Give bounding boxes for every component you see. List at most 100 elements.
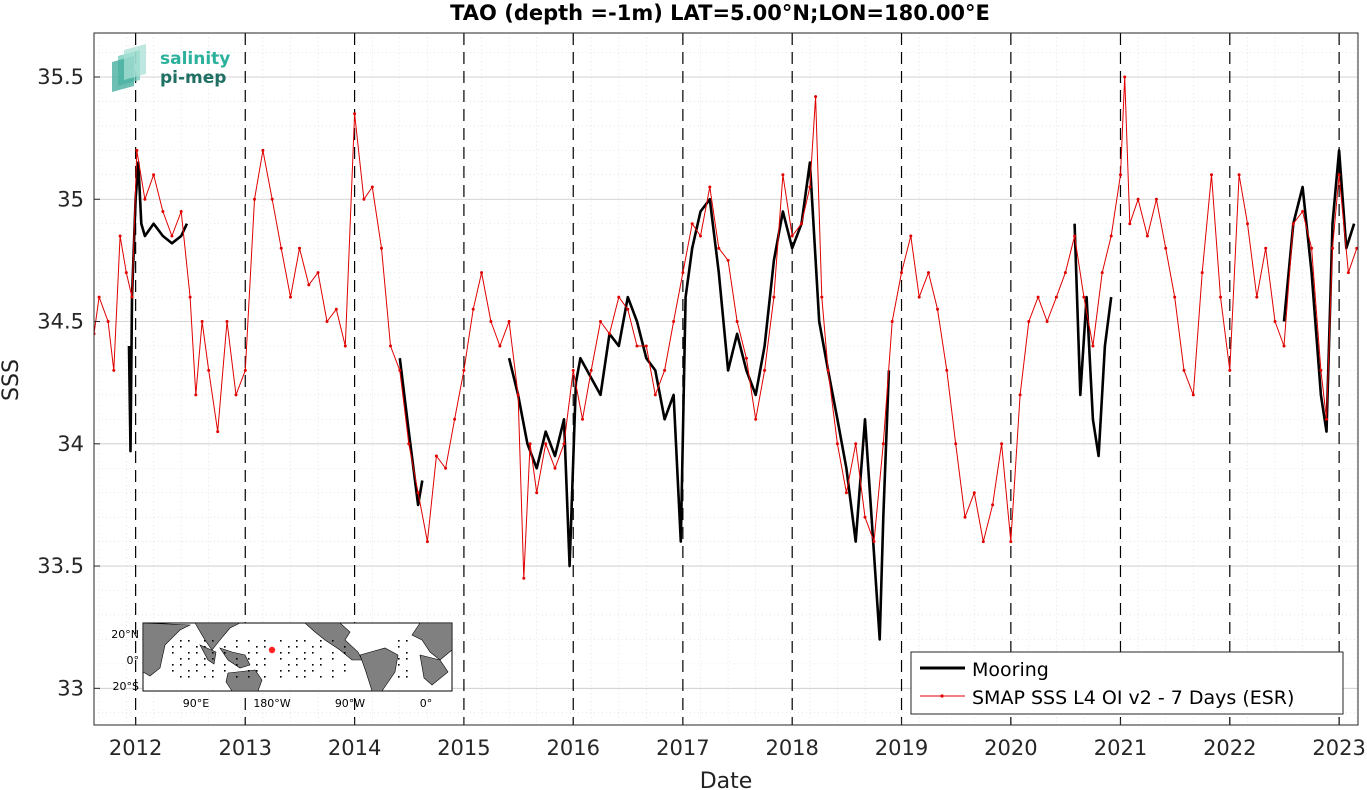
- mooring-dot: [312, 646, 314, 648]
- smap-point: [1191, 393, 1195, 397]
- mooring-dot: [236, 676, 238, 678]
- mooring-line-segment: [1282, 149, 1356, 433]
- smap-point: [599, 320, 602, 323]
- mooring-dot: [196, 646, 198, 648]
- legend: Mooring SMAP SSS L4 OI v2 - 7 Days (ESR): [910, 651, 1344, 715]
- mooring-dot: [332, 658, 334, 660]
- smap-point: [316, 271, 320, 275]
- mooring-dot: [212, 670, 214, 672]
- smap-point: [1119, 173, 1122, 177]
- smap-point: [516, 393, 520, 397]
- mooring-dot: [212, 640, 214, 642]
- smap-point: [1063, 271, 1067, 275]
- mooring-dot: [236, 640, 238, 642]
- y-tick-label: 34.5: [37, 310, 84, 334]
- mooring-dot: [344, 670, 346, 672]
- smap-point: [1264, 246, 1268, 250]
- y-ticks: 33 33.5 34 34.5 35 35.5: [37, 65, 100, 700]
- mooring-dot: [344, 652, 346, 654]
- smap-point: [1145, 234, 1149, 238]
- mooring-dot: [304, 652, 306, 654]
- mooring-dot: [296, 646, 298, 648]
- mooring-dot: [236, 658, 238, 660]
- smap-point: [1045, 320, 1049, 323]
- smap-point: [106, 320, 110, 323]
- mooring-dot: [288, 670, 290, 672]
- mooring-dot: [332, 676, 334, 678]
- smap-point: [927, 271, 930, 275]
- smap-point: [307, 283, 311, 287]
- logo-line-1: salinity: [160, 49, 230, 69]
- smap-point: [635, 344, 639, 348]
- smap-point: [1123, 75, 1127, 79]
- smap-point: [298, 246, 301, 250]
- mooring-dot: [264, 664, 266, 666]
- mooring-dot: [406, 652, 408, 654]
- smap-point: [471, 307, 475, 311]
- smap-point: [1009, 540, 1013, 544]
- x-tick-label: 2022: [1203, 736, 1256, 760]
- smap-point: [881, 442, 885, 446]
- smap-point: [170, 234, 174, 238]
- legend-smap-label: SMAP SSS L4 OI v2 - 7 Days (ESR): [972, 687, 1294, 709]
- mooring-dot: [320, 646, 322, 648]
- mooring-dot: [204, 658, 206, 660]
- x-axis-label: Date: [700, 769, 753, 790]
- mooring-dot: [280, 676, 282, 678]
- smap-point: [489, 320, 493, 323]
- plot-area: [94, 33, 1358, 725]
- smap-point: [553, 466, 557, 470]
- smap-point: [663, 368, 667, 372]
- mooring-dot: [304, 670, 306, 672]
- smap-point: [626, 307, 630, 311]
- mooring-dot: [180, 646, 182, 648]
- mooring-dot: [196, 664, 198, 666]
- smap-point: [289, 295, 292, 299]
- mooring-dot: [180, 640, 182, 642]
- plot-frame: [93, 32, 1359, 726]
- smap-point: [800, 222, 803, 226]
- mooring-dot: [398, 676, 400, 678]
- smap-point: [112, 368, 116, 372]
- smap-point: [1036, 295, 1040, 299]
- smap-point: [890, 320, 894, 323]
- smap-point: [143, 197, 147, 201]
- smap-point: [380, 246, 383, 250]
- inset-lat-label-20s: 20°S: [113, 680, 139, 693]
- mooring-dot: [180, 658, 182, 660]
- mooring-dot: [332, 670, 334, 672]
- mooring-dot: [256, 664, 258, 666]
- smap-point: [1100, 271, 1104, 275]
- smap-point: [744, 356, 748, 360]
- y-tick-label: 35.5: [37, 65, 84, 89]
- smap-point: [200, 320, 204, 323]
- smap-point: [772, 295, 776, 299]
- smap-point: [498, 344, 502, 348]
- mooring-dot: [256, 670, 258, 672]
- x-tick-label: 2021: [1094, 736, 1147, 760]
- y-tick-label: 34: [57, 432, 84, 456]
- smap-point: [1331, 246, 1334, 250]
- x-tick-label: 2020: [984, 736, 1037, 760]
- mooring-dot: [204, 676, 206, 678]
- mooring-dot: [204, 646, 206, 648]
- mooring-dot: [196, 652, 198, 654]
- smap-point: [343, 344, 347, 348]
- smap-point: [844, 491, 848, 495]
- mooring-dot: [280, 658, 282, 660]
- smap-point: [544, 442, 548, 446]
- mooring-dot: [188, 670, 190, 672]
- mooring-dot: [236, 646, 238, 648]
- smap-point: [954, 442, 958, 446]
- mooring-dot: [320, 664, 322, 666]
- smap-point: [1182, 368, 1186, 372]
- mooring-dot: [320, 676, 322, 678]
- smap-point: [644, 344, 648, 348]
- legend-box: [910, 651, 1344, 715]
- smap-point: [462, 368, 466, 372]
- mooring-dot: [180, 664, 182, 666]
- smap-point: [1228, 368, 1232, 372]
- smap-point: [690, 222, 694, 226]
- mooring-dot: [288, 646, 290, 648]
